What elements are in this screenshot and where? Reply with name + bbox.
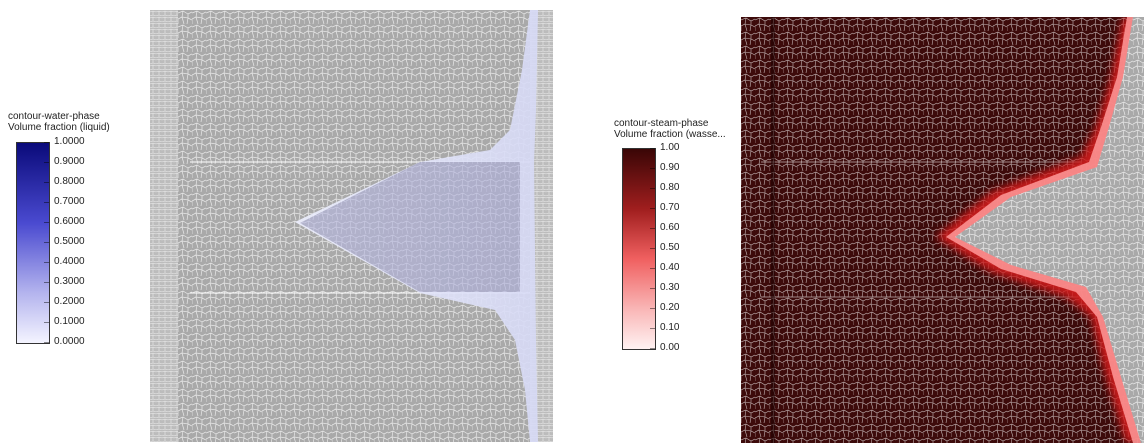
liquid-region xyxy=(955,17,1144,443)
colorbar-tick-mark xyxy=(650,328,655,329)
water-phase-colorbar: 1.0000 0.9000 0.8000 0.7000 0.6000 0.5000 0.40… xyxy=(16,136,96,348)
fine-mesh-left xyxy=(150,10,178,442)
colorbar-tick-label: 0.5000 xyxy=(54,236,85,247)
colorbar-tick-label: 0.60 xyxy=(660,222,680,233)
colorbar-tick-label: 0.8000 xyxy=(54,176,85,187)
colorbar-tick-mark xyxy=(650,188,655,189)
colorbar-tick-label: 0.0000 xyxy=(54,336,85,347)
colorbar-tick-mark xyxy=(44,202,49,203)
steam-phase-legend: contour-steam-phase Volume fraction (was… xyxy=(614,118,726,140)
colorbar-tick-mark xyxy=(44,342,49,343)
colorbar-tick-mark xyxy=(44,222,49,223)
water-phase-svg xyxy=(150,10,553,442)
colorbar-tick-mark xyxy=(44,142,49,143)
colorbar-tick-label: 0.50 xyxy=(660,242,680,253)
colorbar-tick-label: 0.20 xyxy=(660,302,680,313)
colorbar-tick-mark xyxy=(650,308,655,309)
colorbar-tick-label: 0.3000 xyxy=(54,276,85,287)
colorbar-tick-label: 0.7000 xyxy=(54,196,85,207)
colorbar-tick-label: 0.00 xyxy=(660,342,680,353)
colorbar-tick-label: 0.10 xyxy=(660,322,680,333)
colorbar-gradient xyxy=(622,148,656,350)
water-phase-legend: contour-water-phase Volume fraction (liq… xyxy=(8,111,110,133)
colorbar-tick-label: 0.80 xyxy=(660,182,680,193)
legend-title: contour-steam-phase xyxy=(614,118,709,129)
colorbar-tick-label: 0.70 xyxy=(660,202,680,213)
colorbar-tick-mark xyxy=(650,348,655,349)
colorbar-gradient xyxy=(16,142,50,344)
steam-phase-contour-plot xyxy=(741,17,1144,443)
colorbar-tick-mark xyxy=(44,162,49,163)
legend-subtitle: Volume fraction (wasse... xyxy=(614,128,726,140)
water-phase-contour-plot xyxy=(150,10,553,442)
colorbar-tick-label: 0.1000 xyxy=(54,316,85,327)
colorbar-tick-label: 0.90 xyxy=(660,162,680,173)
colorbar-tick-mark xyxy=(650,268,655,269)
colorbar-tick-mark xyxy=(44,262,49,263)
colorbar-tick-label: 0.40 xyxy=(660,262,680,273)
colorbar-tick-label: 0.4000 xyxy=(54,256,85,267)
colorbar-tick-label: 0.30 xyxy=(660,282,680,293)
colorbar-tick-mark xyxy=(650,168,655,169)
colorbar-tick-mark xyxy=(44,242,49,243)
colorbar-tick-mark xyxy=(650,288,655,289)
steam-phase-colorbar: 1.00 0.90 0.80 0.70 0.60 0.50 0.40 0.30 0.20 0.10… xyxy=(622,142,702,354)
legend-subtitle: Volume fraction (liquid) xyxy=(8,121,110,133)
colorbar-tick-mark xyxy=(650,208,655,209)
steam-phase-svg xyxy=(741,17,1144,443)
colorbar-tick-mark xyxy=(650,228,655,229)
colorbar-tick-mark xyxy=(650,148,655,149)
legend-title: contour-water-phase xyxy=(8,111,100,122)
colorbar-tick-mark xyxy=(44,302,49,303)
colorbar-tick-mark xyxy=(44,322,49,323)
colorbar-tick-mark xyxy=(650,248,655,249)
colorbar-tick-mark xyxy=(44,282,49,283)
colorbar-tick-mark xyxy=(44,182,49,183)
colorbar-tick-label: 0.9000 xyxy=(54,156,85,167)
colorbar-tick-label: 0.6000 xyxy=(54,216,85,227)
colorbar-tick-label: 1.00 xyxy=(660,142,680,153)
colorbar-tick-label: 0.2000 xyxy=(54,296,85,307)
colorbar-tick-label: 1.0000 xyxy=(54,136,85,147)
